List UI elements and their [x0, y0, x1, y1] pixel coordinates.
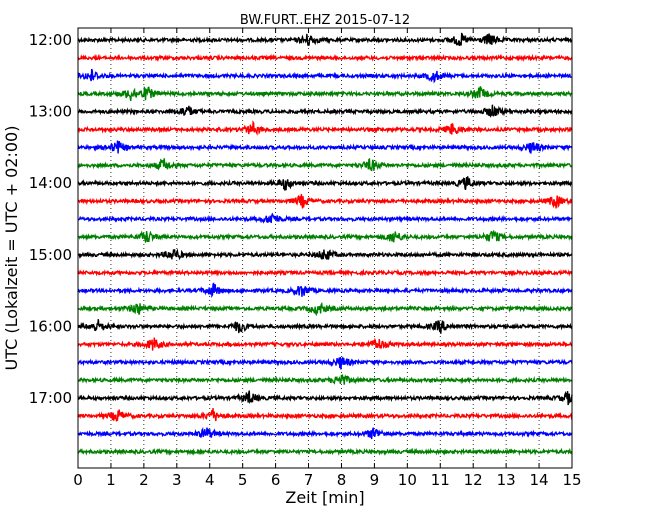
- trace-line: [77, 68, 573, 84]
- trace-line: [77, 193, 573, 209]
- x-tick-label: 2: [139, 471, 149, 489]
- trace-line: [77, 301, 573, 317]
- x-tick-label: 13: [497, 471, 516, 489]
- x-tick-label: 11: [431, 471, 450, 489]
- trace-line: [77, 32, 573, 46]
- y-tick-label: 13:00: [29, 103, 72, 121]
- grid: [110, 28, 540, 468]
- y-tick-labels: 12:00 13:00 14:00 15:00 16:00 17:00: [29, 31, 72, 407]
- x-tick-label: 3: [172, 471, 182, 489]
- trace-line: [77, 356, 573, 370]
- x-tick-label: 14: [530, 471, 549, 489]
- trace-line: [77, 282, 573, 299]
- trace-line: [77, 212, 573, 224]
- x-tick-label: 1: [106, 471, 116, 489]
- trace-line: [77, 176, 573, 191]
- trace-line: [77, 140, 573, 154]
- trace-line: [77, 427, 573, 440]
- x-tick-label: 4: [205, 471, 215, 489]
- trace-line: [77, 53, 573, 63]
- trace-line: [77, 85, 573, 102]
- y-tick-label: 12:00: [29, 31, 72, 49]
- trace-line: [77, 408, 573, 422]
- trace-line: [77, 104, 573, 118]
- x-tick-label: 6: [271, 471, 281, 489]
- trace-line: [77, 229, 573, 244]
- trace-line: [77, 319, 573, 334]
- trace-line: [77, 447, 573, 456]
- x-axis-label: Zeit [min]: [285, 488, 364, 507]
- y-axis-label: UTC (Lokalzeit = UTC + 02:00): [2, 126, 21, 371]
- x-tick-label: 8: [337, 471, 347, 489]
- x-tick-label: 12: [464, 471, 483, 489]
- trace-line: [77, 337, 573, 351]
- trace-line: [77, 268, 573, 278]
- axis-ticks: [77, 28, 573, 468]
- x-tick-label: 10: [398, 471, 417, 489]
- x-tick-labels: 0 1 2 3 4 5 6 7 8 9 10 11 12 13 14 15: [73, 471, 581, 489]
- y-tick-label: 17:00: [29, 389, 72, 407]
- plot-frame: [77, 27, 573, 469]
- trace-line: [77, 248, 573, 261]
- trace-line: [77, 390, 573, 406]
- chart-title: BW.FURT..EHZ 2015-07-12: [240, 13, 410, 28]
- x-tick-label: 0: [73, 471, 83, 489]
- x-tick-label: 9: [370, 471, 380, 489]
- traces: [77, 32, 573, 456]
- y-tick-label: 14:00: [29, 174, 72, 192]
- y-tick-label: 16:00: [29, 317, 72, 335]
- trace-line: [77, 373, 573, 385]
- trace-line: [77, 157, 573, 172]
- trace-line: [77, 120, 573, 136]
- y-tick-label: 15:00: [29, 246, 72, 264]
- x-tick-label: 5: [238, 471, 248, 489]
- x-tick-label: 7: [304, 471, 314, 489]
- x-tick-label: 15: [562, 471, 581, 489]
